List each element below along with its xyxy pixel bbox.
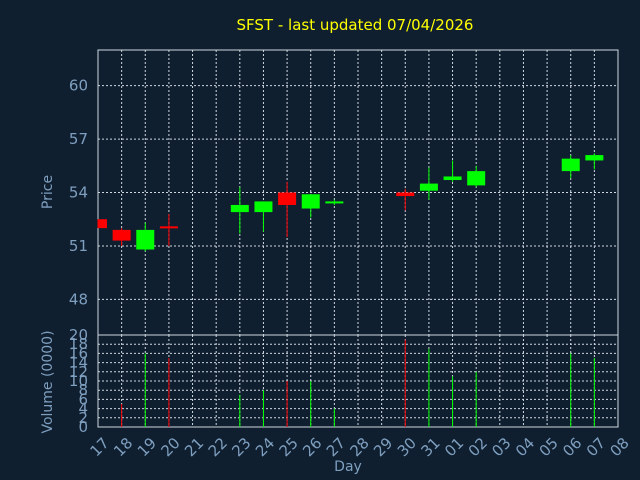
volume-tick-label: 20 — [69, 326, 88, 344]
candle-body — [467, 171, 486, 186]
candle-body — [230, 204, 249, 213]
price-axis-label: Price — [40, 175, 56, 209]
price-tick-label: 60 — [69, 77, 88, 95]
price-tick-label: 48 — [69, 290, 88, 308]
volume-tick-label: 6 — [78, 390, 88, 408]
volume-tick-label: 14 — [69, 354, 88, 372]
volume-bars — [121, 339, 595, 427]
candle-body — [419, 183, 438, 191]
candle-body — [585, 155, 604, 161]
volume-axis-label: Volume (0000) — [40, 330, 56, 433]
candle-body — [301, 194, 320, 209]
price-axis-ticks: 48 51 54 57 60 — [69, 77, 88, 309]
candle-body — [443, 176, 462, 181]
volume-tick-label: 8 — [78, 381, 88, 399]
x-axis-ticks: 1718192021222324252627282930310102030405… — [87, 434, 633, 460]
candle-body — [561, 158, 580, 172]
volume-tick-label: 2 — [78, 409, 88, 427]
volume-tick-label: 4 — [78, 400, 88, 418]
candle-body — [98, 219, 107, 229]
candle-body — [254, 201, 273, 213]
candle-body — [136, 229, 155, 250]
volume-tick-label: 18 — [69, 335, 88, 353]
candles — [97, 153, 604, 252]
candle-body — [396, 192, 415, 197]
candle-body — [325, 201, 344, 204]
chart-title: SFST - last updated 07/04/2026 — [237, 16, 474, 34]
price-tick-label: 51 — [69, 237, 88, 255]
price-tick-label: 57 — [69, 130, 88, 148]
candle-body — [159, 226, 178, 229]
x-axis-label: Day — [334, 459, 362, 475]
volume-tick-label: 16 — [69, 344, 88, 362]
volume-tick-label: 0 — [78, 418, 88, 436]
candle-body — [112, 229, 131, 241]
candle-body — [278, 192, 297, 205]
volume-panel-frame — [97, 334, 619, 428]
price-tick-label: 54 — [69, 184, 88, 202]
price-grid — [98, 50, 618, 335]
volume-tick-label: 10 — [69, 372, 88, 390]
volume-tick-label: 12 — [69, 363, 88, 381]
